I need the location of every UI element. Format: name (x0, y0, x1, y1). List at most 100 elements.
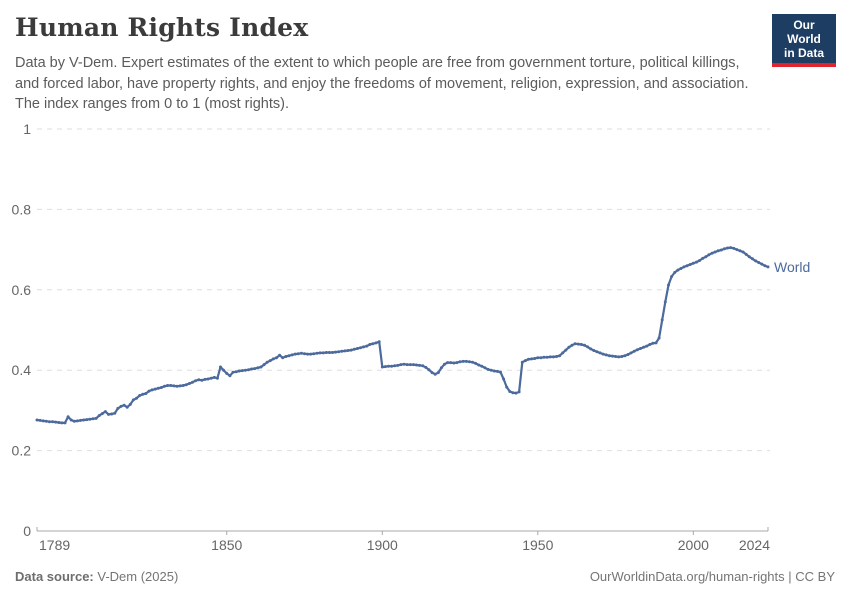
series-point (138, 394, 142, 397)
series-point (393, 364, 397, 368)
series-point (530, 357, 534, 361)
series-point (698, 259, 702, 262)
series-point (187, 382, 191, 385)
data-source-value: V-Dem (2025) (93, 569, 179, 584)
series-point (545, 355, 549, 359)
series-point (471, 360, 474, 364)
series-point (262, 363, 266, 367)
series-point (349, 348, 353, 352)
series-point (458, 360, 462, 364)
owid-url-link[interactable]: OurWorldinData.org/human-rights (589, 569, 785, 584)
series-point (331, 351, 334, 354)
series-line-world[interactable] (35, 246, 770, 424)
series-point (405, 363, 409, 367)
series-point (380, 365, 384, 369)
series-point (679, 267, 683, 270)
series-point (243, 368, 247, 372)
series-point (82, 418, 86, 422)
series-point (430, 371, 434, 375)
series-point (719, 248, 723, 252)
series-point (760, 262, 764, 266)
series-point (256, 366, 260, 370)
series-point (128, 402, 132, 406)
series-point (281, 356, 285, 360)
series-point (215, 376, 219, 380)
series-point (85, 418, 89, 422)
series-point (520, 360, 524, 364)
series-point (732, 246, 736, 250)
series-point (726, 246, 730, 250)
series-point (306, 352, 310, 356)
series-point (399, 363, 403, 367)
series-point (156, 386, 160, 390)
series-point (439, 366, 443, 370)
owid-logo-line1: Our World (787, 18, 821, 46)
series-point (312, 352, 316, 356)
series-point (203, 377, 207, 381)
series-point (567, 345, 571, 349)
y-tick-label-1: 1 (23, 121, 31, 137)
series-point (667, 283, 670, 287)
series-point (523, 359, 527, 363)
series-point (623, 354, 627, 358)
series-point (455, 361, 459, 365)
series-point (278, 353, 282, 357)
series-point (747, 255, 751, 259)
series-point (738, 249, 742, 253)
series-point (474, 361, 478, 365)
series-point (110, 412, 114, 416)
y-tick-label-0.4: 0.4 (12, 362, 32, 378)
owid-logo[interactable]: Our World in Data (772, 14, 836, 67)
series-point (492, 369, 496, 373)
series-point (166, 384, 170, 387)
series-point (682, 265, 686, 269)
series-point (144, 392, 148, 395)
series-point (54, 420, 58, 424)
series-point (228, 374, 232, 378)
series-point (219, 365, 222, 369)
series-point (337, 350, 341, 354)
series-point (411, 363, 415, 367)
series-point (365, 344, 369, 348)
series-point (657, 336, 661, 340)
series-point (763, 264, 767, 268)
series-point (303, 352, 306, 356)
series-point (480, 364, 484, 368)
series-point (206, 377, 210, 381)
x-tick-label-1900: 1900 (367, 537, 398, 553)
series-point (327, 351, 331, 354)
series-label-world[interactable]: World (774, 259, 810, 275)
series-point (299, 351, 303, 355)
series-point (122, 403, 126, 407)
series-point (673, 271, 677, 274)
series-point (103, 410, 107, 414)
y-tick-label-0.2: 0.2 (12, 443, 32, 459)
series-point (592, 349, 596, 352)
series-point (750, 257, 754, 261)
series-point (271, 357, 275, 361)
series-point (688, 263, 692, 266)
series-point (766, 265, 770, 269)
x-tick-label-1789: 1789 (39, 537, 70, 553)
series-point (197, 378, 201, 382)
series-point (729, 246, 733, 250)
series-point (579, 343, 583, 346)
series-point (489, 368, 493, 372)
series-point (511, 391, 515, 395)
series-point (486, 367, 490, 371)
series-point (676, 268, 680, 272)
series-point (735, 248, 739, 252)
series-point (505, 385, 509, 389)
series-point (343, 349, 347, 353)
series-point (710, 251, 714, 255)
series-point (604, 353, 608, 357)
series-point (147, 389, 151, 393)
series-point (169, 384, 173, 387)
series-point (452, 361, 456, 365)
series-point (564, 348, 568, 352)
series-point (542, 355, 546, 359)
x-tick-label-2000: 2000 (678, 537, 709, 553)
series-point (113, 411, 117, 415)
series-point (60, 421, 64, 425)
series-point (290, 353, 294, 357)
